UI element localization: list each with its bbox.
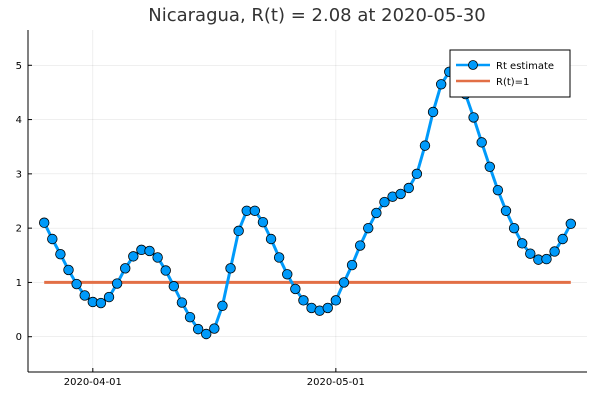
rt-data-point — [371, 207, 382, 219]
rt-data-point — [63, 264, 74, 276]
y-tick-label: 0 — [16, 332, 22, 343]
rt-data-point — [508, 222, 520, 234]
x-tick-label: 2020-04-01 — [64, 377, 122, 388]
legend-marker-rt — [468, 60, 478, 70]
x-tick-labels: 2020-04-01 2020-05-01 — [64, 377, 365, 388]
rt-data-point — [120, 263, 131, 274]
rt-data-point — [152, 252, 163, 263]
rt-data-point — [525, 248, 536, 259]
rt-data-point — [55, 248, 66, 260]
rt-data-point — [184, 311, 196, 323]
legend-label-threshold: R(t)=1 — [496, 77, 529, 88]
rt-series-group — [39, 66, 576, 340]
rt-data-point — [192, 323, 204, 335]
y-tick-label: 5 — [16, 61, 22, 72]
rt-data-point — [468, 112, 479, 123]
rt-data-point — [338, 277, 350, 288]
rt-data-point — [363, 222, 374, 234]
rt-data-point — [298, 295, 309, 306]
rt-data-point — [330, 295, 342, 306]
rt-data-point — [103, 291, 115, 303]
rt-data-point — [346, 259, 358, 271]
rt-data-point — [411, 168, 423, 180]
rt-data-point — [492, 184, 504, 196]
rt-data-point — [95, 297, 107, 309]
rt-data-point — [282, 269, 293, 280]
rt-data-point — [217, 300, 228, 311]
chart-title: Nicaragua, R(t) = 2.08 at 2020-05-30 — [148, 5, 485, 26]
rt-data-point — [541, 253, 552, 265]
legend-label-rt: Rt estimate — [496, 61, 554, 72]
rt-series-line — [42, 70, 573, 336]
rt-data-point — [265, 233, 277, 245]
rt-data-point — [322, 302, 333, 314]
rt-data-point — [419, 140, 431, 151]
axes — [27, 30, 587, 373]
rt-data-point — [500, 205, 512, 216]
rt-data-point — [160, 265, 171, 276]
y-tick-label: 2 — [16, 224, 22, 235]
rt-data-point — [395, 188, 406, 200]
rt-data-point — [201, 328, 212, 340]
rt-data-point — [168, 281, 180, 292]
x-tick-label: 2020-05-01 — [307, 377, 365, 388]
y-tick-labels: 0 1 2 3 4 5 — [16, 61, 22, 343]
rt-data-point — [47, 233, 58, 245]
legend: Rt estimate R(t)=1 — [449, 49, 571, 98]
rt-data-point — [516, 238, 528, 249]
rt-data-point — [209, 323, 220, 334]
rt-data-point — [557, 233, 568, 245]
y-tick-label: 4 — [16, 115, 22, 126]
rt-data-point — [257, 216, 269, 228]
rt-data-point — [71, 278, 82, 290]
y-tick-label: 1 — [16, 278, 22, 289]
rt-data-point — [354, 240, 366, 251]
rt-data-point — [427, 106, 439, 118]
rt-data-point — [225, 263, 236, 274]
rt-data-point — [111, 278, 123, 289]
rt-data-point — [565, 218, 576, 230]
rt-data-point — [79, 290, 90, 301]
rt-data-point — [233, 225, 244, 237]
rt-data-point — [249, 205, 261, 216]
legend-box — [449, 49, 571, 98]
rt-data-point — [128, 251, 139, 262]
rt-data-point — [290, 283, 301, 295]
rt-data-point — [144, 245, 155, 257]
rt-data-point — [273, 252, 285, 263]
rt-data-point — [484, 161, 495, 173]
rt-data-point — [403, 182, 414, 194]
y-tick-label: 3 — [16, 169, 22, 180]
rt-data-point — [435, 79, 447, 90]
rt-data-point — [476, 137, 487, 148]
rt-data-point — [176, 297, 188, 308]
rt-data-point — [39, 217, 50, 228]
rt-data-point — [379, 196, 390, 208]
rt-data-point — [549, 246, 560, 257]
